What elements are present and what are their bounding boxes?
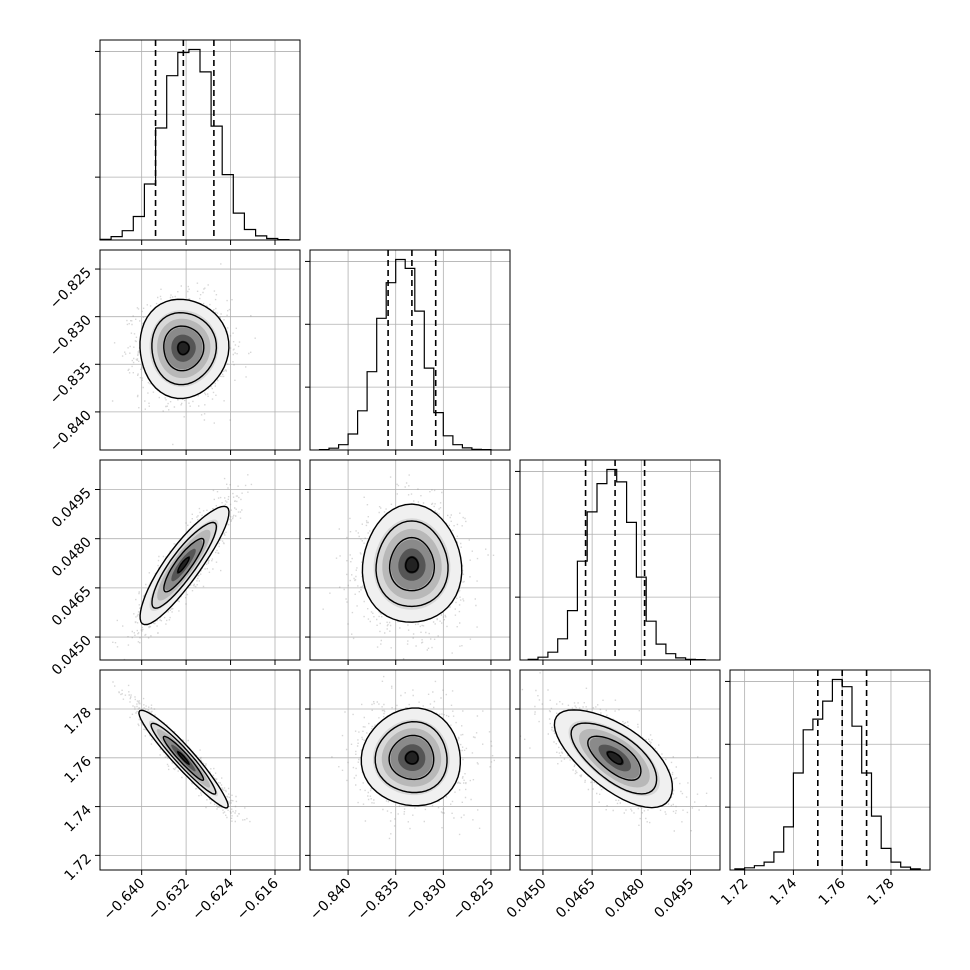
x-tick-label: −0.825 <box>450 876 498 924</box>
contour-line-0 <box>177 341 190 356</box>
x-tick-label: 1.72 <box>718 876 751 909</box>
joint-content <box>112 681 251 823</box>
panel-frame <box>309 669 511 871</box>
y-tick-label: 1.74 <box>61 802 94 835</box>
histogram-step <box>318 258 492 451</box>
x-tick-label: 1.76 <box>816 875 849 908</box>
panel-frame <box>309 459 511 661</box>
contour-line-1 <box>388 536 435 592</box>
x-tick-label: −0.640 <box>101 876 149 924</box>
joint-panel-0-2 <box>99 459 301 661</box>
y-tick-label: 0.0465 <box>49 583 95 629</box>
contour-line-2 <box>151 311 218 386</box>
y-tick-label: 0.0450 <box>49 633 95 679</box>
x-tick-label: 0.0450 <box>504 876 550 922</box>
panel-frame <box>99 249 301 451</box>
contour-line-3 <box>553 709 674 809</box>
contour-line-0 <box>606 751 623 765</box>
panel-frame <box>99 39 301 241</box>
contour-line-2 <box>150 722 217 795</box>
contour-line-2 <box>570 722 658 795</box>
joint-content <box>520 672 712 832</box>
hist-panel-1 <box>305 249 511 451</box>
y-tick-label: 1.78 <box>61 705 94 738</box>
y-tick-label: −0.830 <box>47 312 95 360</box>
y-tick-label: −0.840 <box>47 407 95 455</box>
x-tick-label: −0.835 <box>355 876 403 924</box>
panel-bg <box>310 250 510 450</box>
contour-line-0 <box>405 556 419 573</box>
contour-line-0 <box>404 750 419 765</box>
x-tick-label: 0.0480 <box>602 876 648 922</box>
panel-bg <box>730 670 930 870</box>
contour-line-1 <box>587 735 642 781</box>
y-tick-label: 1.76 <box>61 753 94 786</box>
joint-content <box>111 263 256 446</box>
x-tick-label: 1.74 <box>767 875 800 908</box>
scatter-points <box>331 675 495 840</box>
contour-line-3 <box>139 298 230 400</box>
contour-line-2 <box>374 720 448 794</box>
x-tick-label: 0.0495 <box>651 876 697 922</box>
x-tick-label: −0.840 <box>307 876 355 924</box>
density-level-5 <box>176 556 191 574</box>
panel-frame <box>309 249 511 451</box>
contour-line-3 <box>138 709 229 809</box>
hist-panel-3 <box>725 669 931 871</box>
panel-frame <box>519 669 721 871</box>
x-tick-label: −0.624 <box>189 875 237 923</box>
contour-line-1 <box>388 734 435 781</box>
y-tick-label: 1.72 <box>61 851 94 884</box>
histogram-step <box>99 48 290 241</box>
contour-line-2 <box>151 521 218 609</box>
panel-frame <box>519 459 721 661</box>
panel-bg <box>100 40 300 240</box>
joint-panel-0-3 <box>99 669 301 871</box>
hist-panel-2 <box>515 459 721 661</box>
joint-panel-2-3 <box>519 669 721 871</box>
contour-line-3 <box>360 707 461 807</box>
joint-panel-1-2 <box>309 459 511 661</box>
panel-frame <box>99 459 301 661</box>
contour-line-1 <box>163 537 205 593</box>
y-tick-label: 0.0495 <box>49 485 95 531</box>
joint-panel-1-3 <box>309 669 511 871</box>
x-tick-label: −0.632 <box>145 876 193 924</box>
x-tick-label: 1.78 <box>864 876 897 909</box>
contour-line-2 <box>375 520 449 608</box>
density-level-5 <box>606 750 624 766</box>
contour-line-0 <box>177 751 190 765</box>
joint-content <box>322 474 495 660</box>
joint-content <box>112 474 253 660</box>
panel-frame <box>99 669 301 871</box>
panel-bg <box>520 460 720 660</box>
x-tick-label: 0.0465 <box>553 876 599 922</box>
joint-panel-0-1 <box>99 249 301 451</box>
y-tick-label: −0.825 <box>47 265 95 313</box>
panels-layer <box>95 39 931 871</box>
histogram-step <box>527 468 706 661</box>
y-tick-label: −0.835 <box>47 360 95 408</box>
x-tick-label: −0.830 <box>402 876 450 924</box>
contour-line-3 <box>361 503 463 623</box>
histogram-step <box>734 678 921 870</box>
y-tick-label: 0.0480 <box>49 534 95 580</box>
scatter-points <box>520 672 712 832</box>
contour-line-3 <box>139 505 230 626</box>
contour-line-1 <box>163 325 205 372</box>
density-level-5 <box>176 750 190 766</box>
contour-line-1 <box>162 735 205 782</box>
joint-content <box>331 675 495 840</box>
density-level-5 <box>404 555 420 574</box>
x-tick-label: −0.616 <box>234 875 282 923</box>
panel-frame <box>729 669 931 871</box>
contour-line-0 <box>177 556 190 574</box>
hist-panel-0 <box>95 39 301 241</box>
